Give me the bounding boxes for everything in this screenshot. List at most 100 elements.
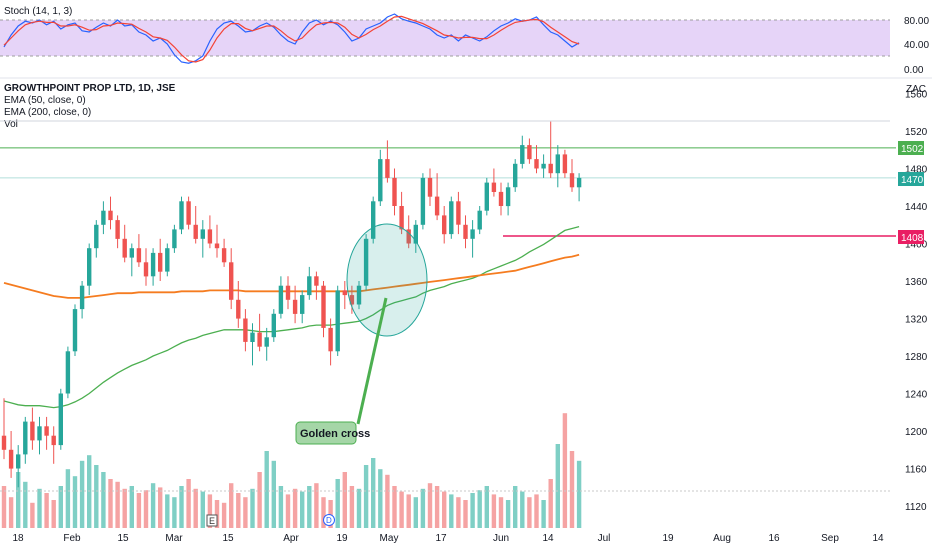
price-tag-1502 <box>898 141 924 155</box>
candle-body <box>94 224 99 249</box>
callout-pointer <box>356 297 388 425</box>
candle-body <box>520 145 525 164</box>
candle-body <box>434 196 440 216</box>
volume-bar <box>427 483 433 528</box>
candle <box>456 191 461 235</box>
volume-bar <box>491 494 497 528</box>
candle <box>406 215 411 249</box>
candle-body <box>165 248 170 272</box>
candle <box>30 407 35 450</box>
candle <box>314 271 319 300</box>
time-tick: Jun <box>493 533 509 544</box>
candle <box>335 285 340 356</box>
candle-body <box>420 177 426 225</box>
candle-body <box>285 285 291 300</box>
candle <box>328 318 333 366</box>
volume-bar <box>37 488 42 528</box>
volume-bars <box>1 413 582 528</box>
candle-body <box>122 238 127 258</box>
candle-body <box>158 252 163 272</box>
candle-body <box>505 187 511 207</box>
candle <box>44 416 49 450</box>
symbol-title: GROWTHPOINT PROP LTD, 1D, JSE <box>4 83 176 94</box>
candle-body <box>463 224 468 239</box>
candle <box>108 196 113 230</box>
volume-bar <box>271 460 276 528</box>
volume-bar <box>94 465 99 528</box>
candle <box>65 346 71 399</box>
candle <box>292 285 298 324</box>
candle-body <box>221 248 227 263</box>
candle <box>278 276 284 319</box>
candle <box>214 224 220 258</box>
volume-bar <box>406 494 411 528</box>
candle <box>122 224 127 263</box>
candle-body <box>264 337 269 347</box>
candle-body <box>371 201 376 239</box>
candle <box>363 234 369 291</box>
volume-bar <box>115 481 120 528</box>
candle-body <box>207 229 213 244</box>
volume-bar <box>165 494 170 528</box>
candle <box>23 416 28 464</box>
volume-bar <box>569 451 575 528</box>
candle-body <box>427 177 433 197</box>
volume-bar <box>371 458 376 528</box>
candle <box>484 177 489 216</box>
candle <box>8 431 14 478</box>
stoch-legend: Stoch (14, 1, 3) <box>4 6 72 17</box>
volume-bar <box>477 490 482 528</box>
volume-bar <box>58 486 63 528</box>
candle-body <box>378 159 383 202</box>
candle-body <box>300 295 305 314</box>
volume-bar <box>51 500 56 528</box>
volume-bar <box>463 500 468 528</box>
price-tag-1470-text: 1470 <box>901 175 924 186</box>
candle <box>449 196 454 239</box>
time-tick: Feb <box>63 533 81 544</box>
candle <box>129 243 134 277</box>
volume-bar <box>264 451 269 528</box>
candle <box>51 426 56 464</box>
candle <box>342 281 347 310</box>
candle-body <box>534 159 539 169</box>
volume-bar <box>44 493 49 528</box>
volume-bar <box>143 490 149 528</box>
golden-cross-circle <box>346 223 428 337</box>
candle-body <box>555 154 560 174</box>
candle-body <box>498 191 504 206</box>
dividend-marker[interactable] <box>323 514 335 526</box>
candle-body <box>136 248 142 263</box>
volume-bar <box>8 497 14 528</box>
price-tick: 1440 <box>905 202 928 213</box>
candle-body <box>44 426 49 436</box>
candle <box>58 388 63 450</box>
candle-body <box>214 243 220 249</box>
time-tick: Mar <box>165 533 183 544</box>
volume-bar <box>328 500 333 528</box>
volume-bar <box>555 444 560 528</box>
candle-body <box>527 145 532 160</box>
candle-body <box>16 454 21 469</box>
candle <box>442 206 447 244</box>
volume-bar <box>285 494 291 528</box>
candle-body <box>115 220 120 239</box>
candle <box>158 238 163 281</box>
candle-body <box>65 351 71 394</box>
candle <box>87 243 92 296</box>
volume-bar <box>65 469 71 528</box>
candle <box>427 168 433 206</box>
candle <box>165 243 170 277</box>
candle-body <box>193 224 198 239</box>
price-tag-1408-text: 1408 <box>901 233 924 244</box>
candle-body <box>8 449 14 469</box>
candle <box>307 266 312 300</box>
candle-body <box>200 229 205 239</box>
volume-bar <box>520 491 525 528</box>
candle-body <box>108 210 113 221</box>
candle-body <box>229 262 234 300</box>
volume-bar <box>200 491 205 528</box>
candle-body <box>179 201 184 230</box>
earnings-marker[interactable] <box>206 514 218 527</box>
